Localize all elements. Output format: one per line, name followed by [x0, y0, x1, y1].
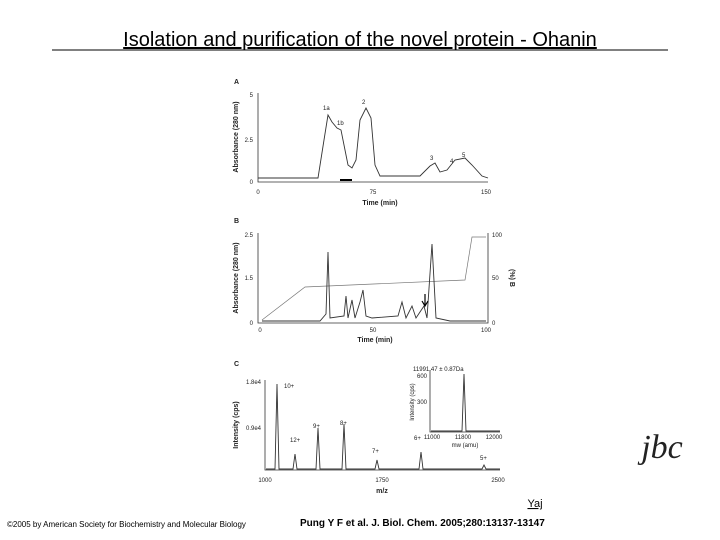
x-tick: 100	[481, 328, 492, 334]
peak-label: 8+	[340, 421, 347, 427]
peak-label: 2	[362, 100, 366, 106]
x-tick: 150	[481, 190, 492, 196]
y-tick: 1.5	[245, 276, 254, 282]
panel-label: B	[234, 218, 239, 225]
y2-tick: 0	[492, 321, 496, 327]
y-axis-label: Absorbance (280 nm)	[233, 101, 240, 172]
inset-annotation: 11991.47 ± 0.87Da	[413, 367, 464, 373]
chromatogram-trace	[258, 106, 489, 179]
copyright: ©2005 by American Society for Biochemist…	[7, 520, 246, 529]
citation: Pung Y F et al. J. Biol. Chem. 2005;280:…	[300, 518, 545, 529]
peak-label: 1b	[337, 121, 344, 127]
arrow	[421, 294, 429, 308]
axes	[257, 93, 488, 183]
y-tick: 0.9e4	[246, 426, 262, 432]
panel-b: B Absorbance (280 nm) 2.5 1.5 0 100 50 0…	[233, 218, 515, 344]
y-tick: 5	[250, 93, 254, 99]
peak-label: 3	[430, 156, 434, 162]
peak-label: 12+	[290, 438, 301, 444]
inset-trace	[431, 373, 500, 432]
panel-c: C Intensity (cps) 1.8e4 0.9e4 1000 1750 …	[233, 361, 505, 495]
peak-label: 5	[462, 153, 466, 159]
x-tick: 1000	[258, 478, 272, 484]
x-tick: 50	[370, 328, 377, 334]
y-axis-label: Absorbance (280 nm)	[233, 242, 240, 313]
inset: 11991.47 ± 0.87Da Intensity (cps) 600 30…	[410, 367, 503, 449]
inset-axes	[429, 370, 500, 433]
y-tick: 0	[250, 180, 254, 186]
chromatogram-trace	[262, 243, 486, 322]
title: Isolation and purification of the novel …	[123, 29, 597, 51]
x-tick: 0	[258, 328, 262, 334]
inset-x-tick: 12000	[486, 435, 503, 441]
inset-x-tick: 11800	[455, 435, 472, 441]
peak-label: 10+	[284, 384, 295, 390]
panel-label: C	[234, 361, 239, 368]
y-tick: 2.5	[245, 233, 254, 239]
panel-a: A Absorbance (280 nm) 5 2.5 0 0 75 150 T…	[233, 79, 492, 207]
journal-logo: jbc	[637, 429, 683, 466]
x-tick: 1750	[375, 478, 389, 484]
inset-y-label: Intensity (cps)	[410, 383, 416, 420]
gradient-line	[261, 236, 486, 321]
peak-label: 5+	[480, 456, 487, 462]
peak-label: 9+	[313, 424, 320, 430]
x-axis-label: Time (min)	[357, 337, 392, 344]
spectrum-trace	[266, 383, 500, 470]
y-tick: 0	[250, 321, 254, 327]
x-axis-label: Time (min)	[362, 200, 397, 207]
x-tick: 75	[370, 190, 377, 196]
y2-tick: 100	[492, 233, 503, 239]
y2-axis-label: (%) B	[508, 269, 515, 287]
inset-y-tick: 300	[417, 400, 428, 406]
peak-label: 6+	[414, 436, 421, 442]
axes	[257, 233, 489, 324]
y-tick: 2.5	[245, 138, 254, 144]
axes	[264, 380, 500, 471]
inset-x-label: mw (amu)	[452, 443, 479, 449]
y2-tick: 50	[492, 276, 499, 282]
inset-x-tick: 11000	[424, 435, 441, 441]
x-axis-label: m/z	[376, 488, 388, 495]
y-axis-label: Intensity (cps)	[233, 401, 240, 448]
peak-label: 1a	[323, 106, 330, 112]
link[interactable]: Yaj	[527, 498, 542, 510]
y-tick: 1.8e4	[246, 380, 262, 386]
panel-label: A	[234, 79, 239, 86]
x-tick: 2500	[491, 478, 505, 484]
inset-y-tick: 600	[417, 374, 428, 380]
peak-label: 7+	[372, 449, 379, 455]
peak-label: 4	[450, 159, 454, 165]
x-tick: 0	[256, 190, 260, 196]
